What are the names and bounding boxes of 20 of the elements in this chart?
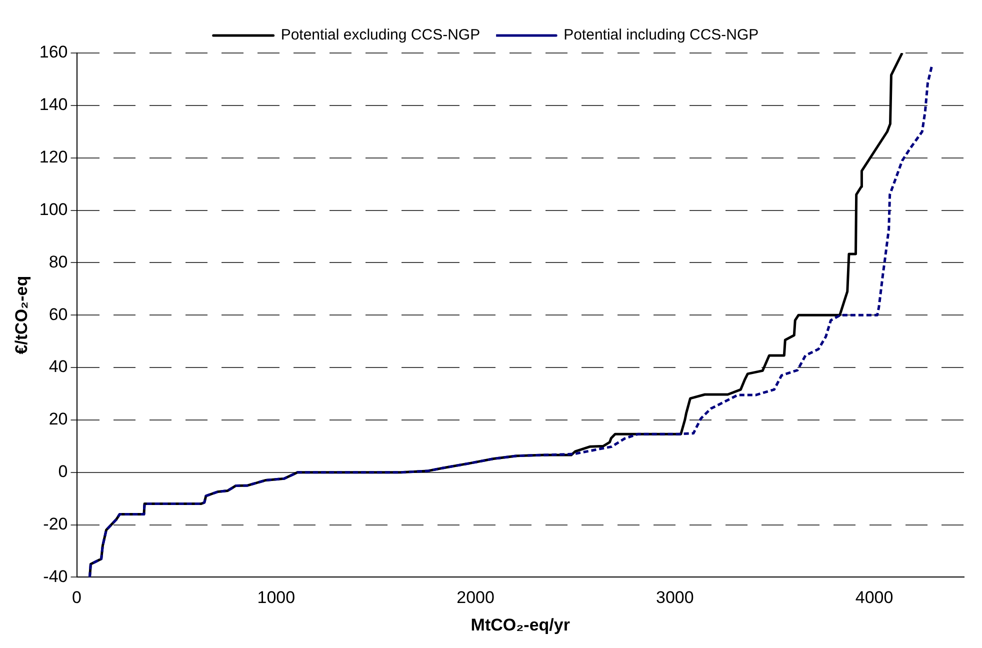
y-tick-label: 40 — [48, 357, 68, 376]
y-tick-label: 140 — [39, 95, 68, 114]
x-tick-label: 0 — [72, 588, 82, 608]
y-tick-label: -20 — [43, 514, 68, 534]
y-tick-label: 0 — [58, 462, 68, 482]
y-axis-title: €/tCO₂-eq — [12, 276, 31, 354]
y-tick-label: 60 — [48, 304, 68, 324]
x-axis-title: MtCO₂-eq/yr — [470, 615, 570, 634]
legend-label: Potential including CCS-NGP — [564, 26, 759, 44]
x-tick-label: 2000 — [456, 588, 494, 608]
x-tick-label: 1000 — [257, 588, 296, 608]
legend-label: Potential excluding CCS-NGP — [280, 26, 480, 44]
y-tick-label: 160 — [39, 42, 68, 62]
x-tick-label: 3000 — [656, 588, 694, 608]
y-tick-label: 20 — [48, 410, 68, 429]
y-tick-label: 100 — [39, 200, 68, 219]
y-tick-label: 80 — [48, 252, 68, 272]
y-tick-label: 120 — [39, 148, 68, 167]
x-tick-label: 4000 — [855, 588, 894, 608]
y-tick-label: -40 — [43, 566, 68, 586]
